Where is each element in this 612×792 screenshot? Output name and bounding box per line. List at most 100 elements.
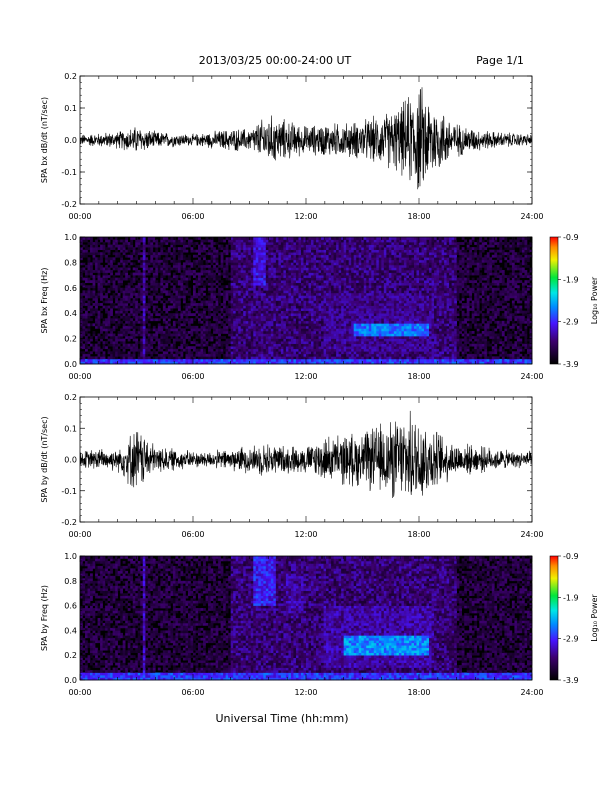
- spectrogram-cell: [321, 323, 324, 327]
- spectrogram-cell: [303, 346, 307, 350]
- spectrogram-cell: [343, 275, 347, 278]
- spectrogram-cell: [253, 282, 257, 286]
- spectrogram-cell: [333, 295, 337, 299]
- spectrogram-cell: [358, 318, 362, 322]
- spectrogram-cell: [316, 310, 319, 314]
- spectrogram-cell: [303, 292, 307, 296]
- spectrogram-cell: [233, 358, 236, 362]
- spectrogram-cell: [273, 330, 277, 334]
- spectrogram-cell: [300, 361, 304, 365]
- spectrogram-cell: [228, 237, 231, 240]
- spectrogram-cell: [313, 259, 317, 263]
- spectrogram-cell: [328, 348, 332, 352]
- spectrogram-cell: [290, 308, 294, 311]
- spectrogram-cell: [97, 247, 101, 250]
- spectrogram-cell: [238, 361, 242, 365]
- spectrogram-cell: [356, 272, 360, 276]
- spectrogram-cell: [205, 270, 209, 273]
- spectrogram-cell: [230, 358, 234, 362]
- spectrogram-cell: [223, 252, 226, 256]
- spectrogram-cell: [288, 275, 292, 278]
- spectrogram-cell: [283, 356, 287, 360]
- spectrogram-cell: [343, 280, 347, 284]
- spectrogram-cell: [338, 315, 342, 319]
- spectrogram-cell: [361, 343, 365, 347]
- spectrogram-cell: [185, 282, 189, 286]
- spectrogram-cell: [157, 264, 161, 268]
- spectrogram-cell: [185, 303, 189, 306]
- spectrogram-cell: [228, 303, 231, 306]
- spectrogram-cell: [193, 325, 196, 329]
- spectrogram-cell: [152, 292, 156, 296]
- spectrogram-cell: [293, 320, 297, 324]
- spectrogram-cell: [208, 259, 211, 263]
- spectrogram-cell: [90, 244, 93, 248]
- spectrogram-cell: [160, 358, 164, 362]
- spectrogram-cell: [351, 310, 355, 314]
- spectrogram-cell: [321, 247, 324, 250]
- spectrogram-cell: [122, 252, 126, 256]
- spectrogram-cell: [142, 310, 146, 314]
- spectrogram-cell: [263, 282, 267, 286]
- spectrogram-cell: [172, 338, 176, 342]
- spectrogram-cell: [240, 361, 244, 365]
- spectrogram-cell: [331, 351, 334, 355]
- spectrogram-cell: [117, 272, 121, 276]
- spectrogram-cell: [243, 336, 247, 339]
- spectrogram-cell: [311, 270, 314, 273]
- spectrogram-cell: [142, 272, 146, 276]
- spectrogram-cell: [278, 315, 282, 319]
- spectrogram-cell: [187, 361, 191, 365]
- spectrogram-cell: [137, 282, 141, 286]
- spectrogram-cell: [100, 303, 103, 306]
- spectrogram-cell: [177, 290, 181, 294]
- spectrogram-cell: [260, 237, 264, 240]
- spectrogram-cell: [245, 249, 249, 253]
- spectrogram-cell: [343, 325, 347, 329]
- spectrogram-cell: [336, 282, 339, 286]
- spectrogram-cell: [112, 247, 116, 250]
- spectrogram-cell: [280, 313, 284, 317]
- spectrogram-cell: [300, 356, 304, 360]
- spectrogram-cell: [270, 295, 274, 299]
- spectrogram-cell: [92, 295, 96, 299]
- spectrogram-cell: [100, 285, 103, 289]
- spectrogram-cell: [283, 275, 287, 278]
- spectrogram-cell: [306, 249, 309, 253]
- spectrogram-cell: [348, 292, 352, 296]
- spectrogram-cell: [120, 315, 123, 319]
- spectrogram-cell: [180, 239, 184, 243]
- spectrogram-cell: [147, 247, 151, 250]
- spectrogram-cell: [120, 351, 123, 355]
- spectrogram-cell: [265, 330, 269, 334]
- spectrogram-cell: [150, 300, 154, 304]
- spectrogram-cell: [152, 244, 156, 248]
- spectrogram-cell: [326, 358, 329, 362]
- spectrogram-cell: [270, 353, 274, 357]
- spectrogram-cell: [258, 259, 262, 263]
- spectrogram-cell: [213, 318, 216, 322]
- spectrogram-cell: [240, 287, 244, 291]
- spectrogram-cell: [268, 277, 272, 281]
- spectrogram-cell: [175, 300, 179, 304]
- spectrogram-cell: [112, 280, 116, 284]
- spectrogram-cell: [187, 254, 191, 258]
- spectrogram-cell: [323, 303, 327, 306]
- spectrogram-cell: [316, 259, 319, 263]
- spectrogram-cell: [358, 300, 362, 304]
- spectrogram-cell: [238, 259, 242, 263]
- spectrogram-cell: [290, 313, 294, 317]
- spectrogram-cell: [258, 353, 262, 357]
- spectrogram-cell: [263, 249, 267, 253]
- spectrogram-cell: [130, 313, 134, 317]
- spectrogram-cell: [290, 264, 294, 268]
- spectrogram-cell: [177, 295, 181, 299]
- spectrogram-cell: [157, 353, 161, 357]
- spectrogram-cell: [193, 275, 196, 278]
- spectrogram-cell: [268, 303, 272, 306]
- spectrogram-cell: [318, 323, 322, 327]
- spectrogram-cell: [235, 275, 239, 278]
- spectrogram-cell: [127, 295, 131, 299]
- spectrogram-cell: [187, 336, 191, 339]
- spectrogram-cell: [250, 295, 254, 299]
